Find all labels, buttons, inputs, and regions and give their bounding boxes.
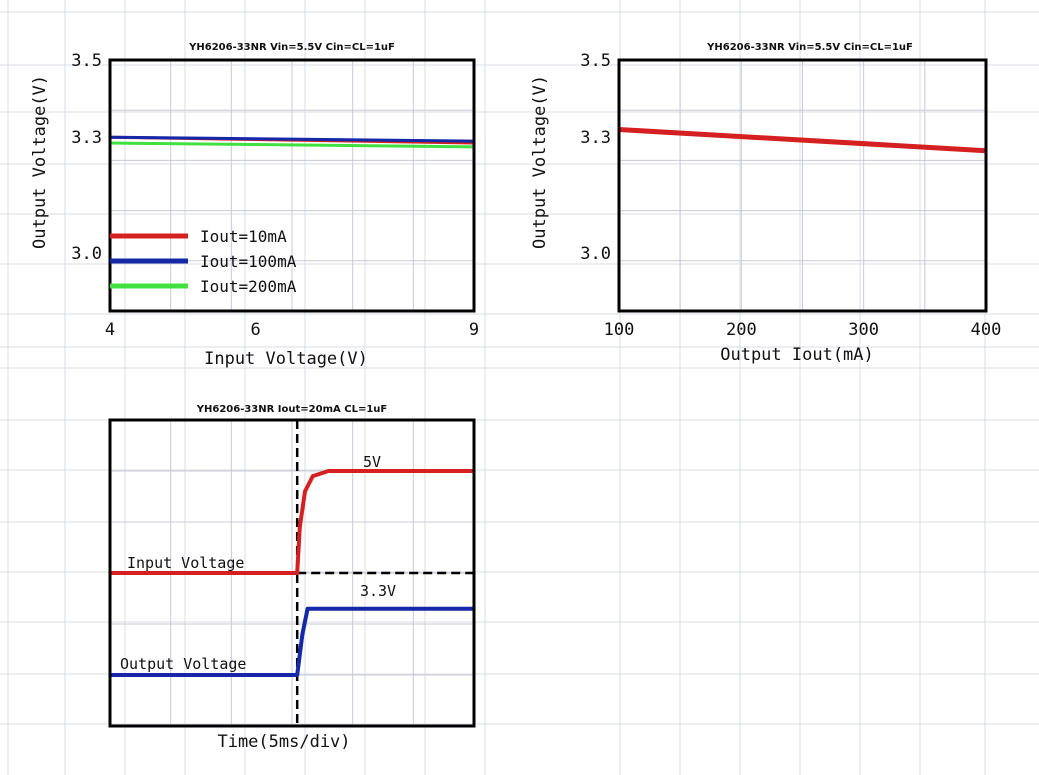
y-tick-label: 3.5 (580, 51, 611, 71)
chart-output-current: YH6206-33NR Vin=5.5V Cin=CL=1uF 3.53.33.… (530, 42, 1001, 365)
legend-label-200ma: Iout=200mA (200, 277, 297, 296)
chart3-plot-frame (108, 418, 476, 728)
chart1-title: YH6206-33NR Vin=5.5V Cin=CL=1uF (188, 42, 395, 53)
series-line-green (109, 141, 475, 149)
y-tick-label: 3.5 (71, 51, 102, 71)
waveform-red (110, 469, 474, 575)
chart1-plot-frame (108, 58, 476, 313)
chart2-plot-frame (617, 58, 988, 313)
chart3-series-layer (110, 420, 474, 726)
chart1-y-tick-labels: 3.5 3.3 3.0 (71, 51, 102, 264)
chart1-series-layer (109, 135, 475, 149)
chart-startup-waveform: YH6206-33NR Iout=20mA CL=1uF Time(5ms/di… (108, 404, 476, 752)
x-tick-label: 300 (848, 320, 879, 340)
chart2-x-axis-label: Output Iout(mA) (720, 345, 874, 365)
level-label-5v: 5V (363, 453, 381, 471)
x-tick-label: 100 (604, 320, 635, 340)
legend-label-10ma: Iout=10mA (200, 227, 287, 246)
series-line-red (618, 127, 987, 154)
chart2-series-layer (618, 127, 987, 154)
x-tick-label: 4 (105, 320, 115, 340)
series-line-blue (109, 135, 475, 143)
chart2-title: YH6206-33NR Vin=5.5V Cin=CL=1uF (706, 42, 913, 53)
legend-label-100ma: Iout=100mA (200, 252, 297, 271)
chart-input-voltage: YH6206-33NR Vin=5.5V Cin=CL=1uF 3.53.33.… (30, 42, 479, 369)
chart2-x-tick-labels: 100 200 300 400 (604, 320, 1002, 340)
chart1-x-axis-label: Input Voltage(V) (204, 349, 368, 369)
chart2-y-tick-labels: 3.5 3.3 3.0 (580, 51, 611, 264)
level-label-3v3: 3.3V (360, 582, 396, 600)
chart2-plot-grid (619, 60, 986, 311)
chart3-x-axis-label: Time(5ms/div) (217, 732, 350, 752)
chart1-plot-grid (110, 60, 474, 311)
x-tick-label: 400 (971, 320, 1002, 340)
chart1-x-tick-labels: 4 6 9 (105, 320, 479, 340)
x-tick-label: 200 (726, 320, 757, 340)
waveform-blue (110, 606, 474, 677)
output-voltage-label: Output Voltage (120, 655, 246, 673)
input-voltage-label: Input Voltage (127, 554, 244, 572)
chart2-y-axis-label: Output Voltage(V) (530, 75, 550, 249)
chart1-legend: Iout=10mA Iout=100mA Iout=200mA (110, 227, 297, 296)
chart1-y-axis-label: Output Voltage(V) (30, 75, 50, 249)
y-tick-label: 3.3 (71, 128, 102, 148)
y-tick-label: 3.0 (71, 244, 102, 264)
x-tick-label: 9 (469, 320, 479, 340)
chart3-title: YH6206-33NR Iout=20mA CL=1uF (196, 404, 387, 415)
y-tick-label: 3.0 (580, 244, 611, 264)
y-tick-label: 3.3 (580, 128, 611, 148)
x-tick-label: 6 (250, 320, 260, 340)
